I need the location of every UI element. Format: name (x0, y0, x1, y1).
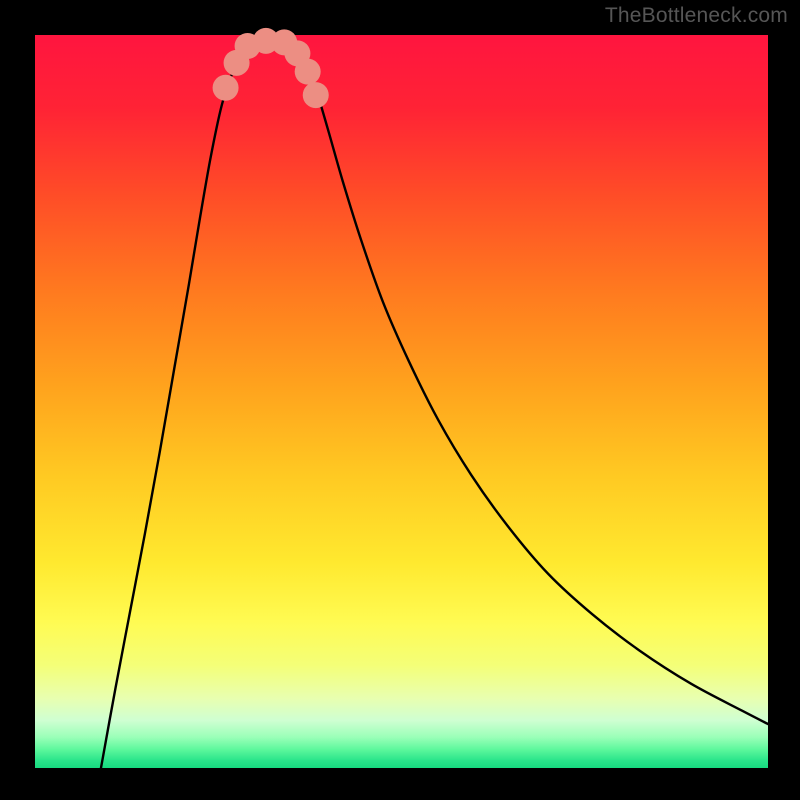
curve-marker (295, 59, 321, 85)
chart-plot-area (35, 35, 768, 768)
curve-marker (303, 82, 329, 108)
curve-marker (213, 75, 239, 101)
watermark-text: TheBottleneck.com (605, 4, 788, 28)
curve-markers (213, 28, 329, 108)
chart-overlay (35, 35, 768, 768)
bottleneck-curve (101, 39, 768, 768)
